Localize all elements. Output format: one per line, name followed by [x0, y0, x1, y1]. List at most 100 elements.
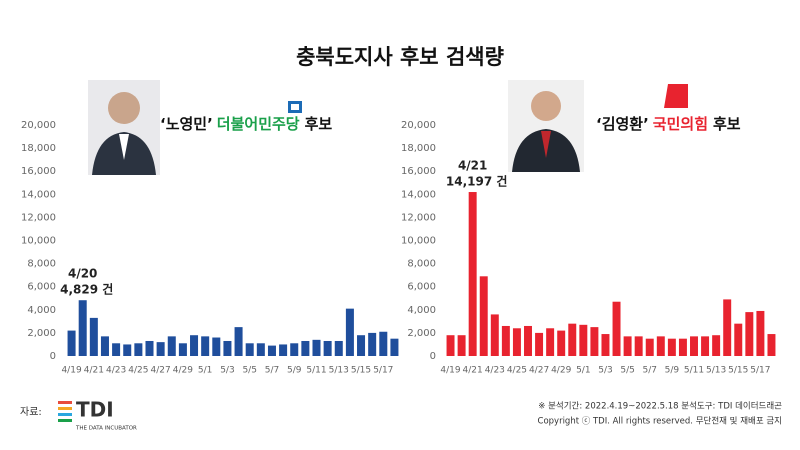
bar [357, 335, 366, 356]
bar [201, 336, 210, 356]
bar [623, 336, 632, 356]
y-tick-label: 20,000 [401, 120, 436, 131]
x-tick-label: 4/23 [106, 366, 126, 376]
candidate-name: ‘김영환’ [596, 115, 649, 133]
bar [78, 300, 87, 356]
y-tick-label: 16,000 [21, 166, 56, 177]
bar [368, 332, 377, 356]
bar [468, 192, 477, 356]
x-tick-label: 4/29 [551, 366, 571, 376]
bar [112, 343, 121, 356]
value-label: 14,197 건 [446, 174, 508, 189]
x-tick-label: 4/25 [128, 366, 148, 376]
y-tick-label: 18,000 [21, 143, 56, 154]
x-tick-label: 5/5 [242, 366, 256, 376]
x-tick-label: 5/7 [642, 366, 656, 376]
party-name: 더불어민주당 [217, 115, 300, 133]
x-tick-label: 4/21 [84, 366, 104, 376]
y-tick-label: 12,000 [21, 212, 56, 223]
y-tick-label: 0 [50, 351, 56, 362]
bar [167, 336, 176, 356]
bar [546, 328, 555, 356]
bar [123, 344, 132, 356]
y-tick-label: 8,000 [27, 259, 56, 270]
tdi-logo [58, 401, 72, 422]
value-label: 4,829 건 [60, 282, 113, 297]
bar [312, 339, 321, 356]
bar [678, 338, 687, 356]
bar [279, 344, 288, 356]
x-tick-label: 5/9 [665, 366, 680, 376]
candidate-suffix: 후보 [305, 115, 333, 133]
y-tick-label: 12,000 [401, 212, 436, 223]
bar [446, 335, 455, 356]
bar [234, 327, 243, 356]
bar [634, 336, 643, 356]
bar [290, 343, 299, 356]
x-tick-label: 5/15 [728, 366, 748, 376]
source-label: 자료: [20, 406, 42, 418]
bar [245, 343, 254, 356]
x-tick-label: 4/21 [463, 366, 483, 376]
bar [134, 343, 143, 356]
bar [535, 332, 544, 356]
x-tick-label: 4/27 [151, 366, 171, 376]
copyright: Copyright ⓒ TDI. All rights reserved. 무단… [538, 416, 782, 427]
y-tick-label: 8,000 [407, 259, 436, 270]
y-tick-label: 14,000 [401, 189, 436, 200]
bar [656, 336, 665, 356]
photo-right [508, 80, 584, 172]
bar [601, 334, 610, 356]
logo-subtitle: THE DATA INCUBATOR [75, 426, 137, 432]
x-tick-label: 5/3 [220, 366, 234, 376]
candidate-name: ‘노영민’ [160, 115, 213, 133]
y-tick-label: 2,000 [407, 328, 436, 339]
bar [579, 324, 588, 356]
bar [701, 336, 710, 356]
bar [568, 323, 577, 356]
bar [334, 340, 343, 356]
bar [379, 331, 388, 356]
y-tick-label: 18,000 [401, 143, 436, 154]
x-tick-label: 5/17 [750, 366, 770, 376]
value-label-date: 4/21 [458, 159, 487, 173]
bar [723, 299, 732, 356]
bar [524, 325, 532, 356]
bar [690, 336, 698, 356]
bar [178, 343, 187, 356]
y-tick-label: 4,000 [407, 305, 436, 316]
bar [501, 325, 510, 356]
bar [645, 338, 654, 356]
bar [390, 338, 399, 356]
bar [145, 340, 154, 356]
x-tick-label: 4/19 [440, 366, 460, 376]
chart-title: 충북도지사 후보 검색량 [296, 45, 504, 69]
bar [479, 276, 488, 356]
x-tick-label: 5/1 [576, 366, 590, 376]
logo-right-party [664, 84, 688, 108]
y-tick-label: 20,000 [21, 120, 56, 131]
x-tick-label: 4/29 [173, 366, 193, 376]
x-tick-label: 4/19 [61, 366, 81, 376]
party-name: 국민의힘 [653, 115, 708, 133]
bar [100, 336, 109, 356]
bar [756, 310, 765, 356]
bar [767, 334, 776, 356]
y-tick-label: 4,000 [27, 305, 56, 316]
x-tick-label: 5/9 [287, 366, 302, 376]
y-tick-label: 10,000 [21, 236, 56, 247]
y-tick-label: 0 [430, 351, 436, 362]
x-tick-label: 5/11 [306, 366, 326, 376]
note: ※ 분석기간: 2022.4.19~2022.5.18 분석도구: TDI 데이… [538, 401, 782, 412]
bar [667, 338, 676, 356]
candidate-caption: ‘김영환’ 국민의힘 후보 [596, 115, 741, 133]
x-tick-label: 5/5 [620, 366, 634, 376]
bar [734, 323, 743, 356]
y-tick-label: 2,000 [27, 328, 56, 339]
bar [301, 340, 310, 356]
bar [223, 340, 232, 356]
y-tick-label: 14,000 [21, 189, 56, 200]
photo-left [88, 80, 160, 175]
